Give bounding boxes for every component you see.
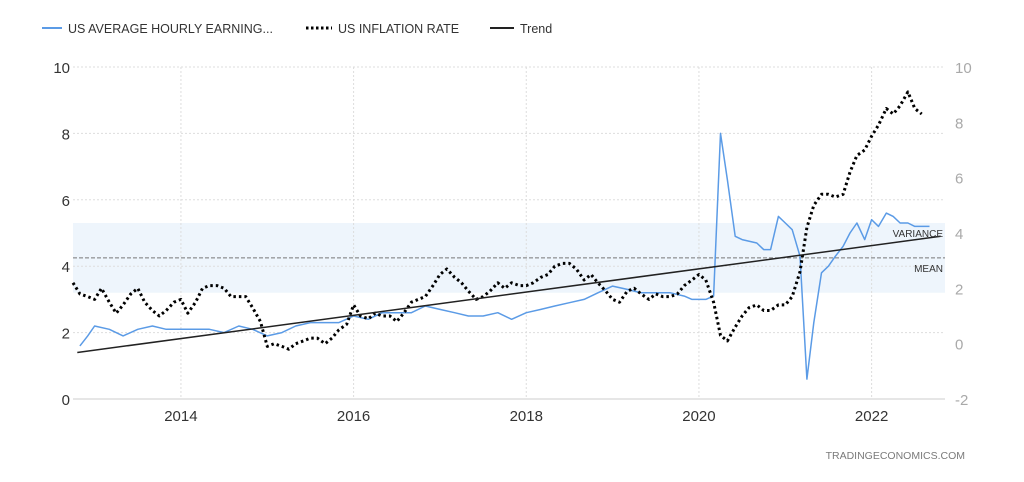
variance-label: VARIANCE bbox=[893, 229, 944, 240]
legend-item-inflation[interactable]: US INFLATION RATE bbox=[306, 22, 459, 36]
right-tick-label: 4 bbox=[955, 226, 963, 243]
left-tick-label: 10 bbox=[53, 60, 70, 77]
mean-label: MEAN bbox=[914, 264, 943, 275]
right-tick-label: 10 bbox=[955, 60, 972, 77]
x-tick-label: 2018 bbox=[510, 408, 543, 425]
legend-label-inflation: US INFLATION RATE bbox=[338, 22, 459, 36]
left-tick-label: 4 bbox=[62, 259, 70, 276]
right-tick-label: 2 bbox=[955, 281, 963, 298]
legend: US AVERAGE HOURLY EARNING... US INFLATIO… bbox=[42, 22, 552, 36]
series-group bbox=[71, 90, 941, 380]
watermark: TRADINGECONOMICS.COM bbox=[826, 450, 965, 462]
x-tick-label: 2014 bbox=[164, 408, 197, 425]
left-tick-label: 6 bbox=[62, 193, 70, 210]
series-inflation[interactable] bbox=[71, 90, 923, 351]
right-tick-label: 0 bbox=[955, 337, 963, 354]
series-earnings[interactable] bbox=[79, 132, 930, 380]
left-tick-label: 0 bbox=[62, 392, 70, 409]
right-tick-label: 8 bbox=[955, 115, 963, 132]
legend-item-trend[interactable]: Trend bbox=[490, 22, 552, 36]
x-tick-label: 2022 bbox=[855, 408, 888, 425]
left-tick-label: 8 bbox=[62, 126, 70, 143]
right-y-axis: -2 0 2 4 6 8 10 bbox=[955, 60, 972, 409]
legend-label-trend: Trend bbox=[520, 22, 552, 36]
series-trend[interactable] bbox=[77, 235, 941, 354]
x-axis: 2014 2016 2018 2020 2022 bbox=[73, 398, 945, 425]
right-tick-label: 6 bbox=[955, 171, 963, 188]
x-tick-label: 2016 bbox=[337, 408, 370, 425]
x-tick-label: 2020 bbox=[682, 408, 715, 425]
right-tick-label: -2 bbox=[955, 392, 968, 409]
left-y-axis: 0 2 4 6 8 10 bbox=[53, 60, 70, 409]
legend-label-earnings: US AVERAGE HOURLY EARNING... bbox=[68, 22, 273, 36]
legend-item-earnings[interactable]: US AVERAGE HOURLY EARNING... bbox=[42, 22, 273, 36]
left-tick-label: 2 bbox=[62, 326, 70, 343]
